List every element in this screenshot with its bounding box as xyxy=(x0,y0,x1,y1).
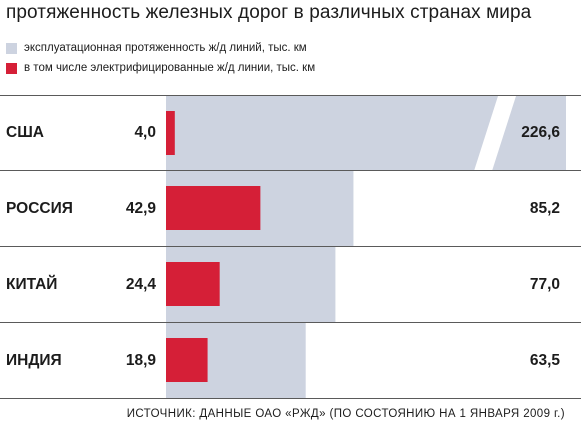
total-value-label-china: 77,0 xyxy=(529,276,560,293)
category-label-china: КИТАЙ xyxy=(6,276,58,293)
category-label-india: ИНДИЯ xyxy=(6,352,62,369)
total-value-label-russia: 85,2 xyxy=(529,200,560,217)
source-note: ИСТОЧНИК: ДАННЫЕ ОАО «РЖД» (ПО СОСТОЯНИЮ… xyxy=(126,408,565,420)
chart-title: протяженность железных дорог в различных… xyxy=(6,2,532,23)
legend-swatch-electrified xyxy=(6,63,17,74)
electrified-bar-china xyxy=(166,262,220,306)
total-bar-usa xyxy=(166,96,498,171)
legend-label-electrified: в том числе электрифицированные ж/д лини… xyxy=(24,62,316,74)
category-label-russia: РОССИЯ xyxy=(6,200,73,217)
legend-label-total: эксплуатационная протяженность ж/д линий… xyxy=(24,42,307,54)
electrified-bar-india xyxy=(166,338,208,382)
divider xyxy=(0,398,581,399)
electrified-value-label-china: 24,4 xyxy=(125,276,156,293)
divider xyxy=(0,322,581,323)
electrified-bar-usa xyxy=(166,111,175,155)
total-bar-usa-continued xyxy=(492,96,566,171)
total-value-label-india: 63,5 xyxy=(529,352,560,369)
electrified-bar-russia xyxy=(166,186,261,230)
category-label-usa: США xyxy=(6,124,44,141)
electrified-value-label-usa: 4,0 xyxy=(134,124,156,141)
legend-swatch-total xyxy=(6,43,17,54)
divider xyxy=(0,246,581,247)
divider xyxy=(0,95,581,96)
electrified-value-label-russia: 42,9 xyxy=(125,200,156,217)
divider xyxy=(0,170,581,171)
electrified-value-label-india: 18,9 xyxy=(125,352,156,369)
total-value-label-usa: 226,6 xyxy=(521,124,560,141)
